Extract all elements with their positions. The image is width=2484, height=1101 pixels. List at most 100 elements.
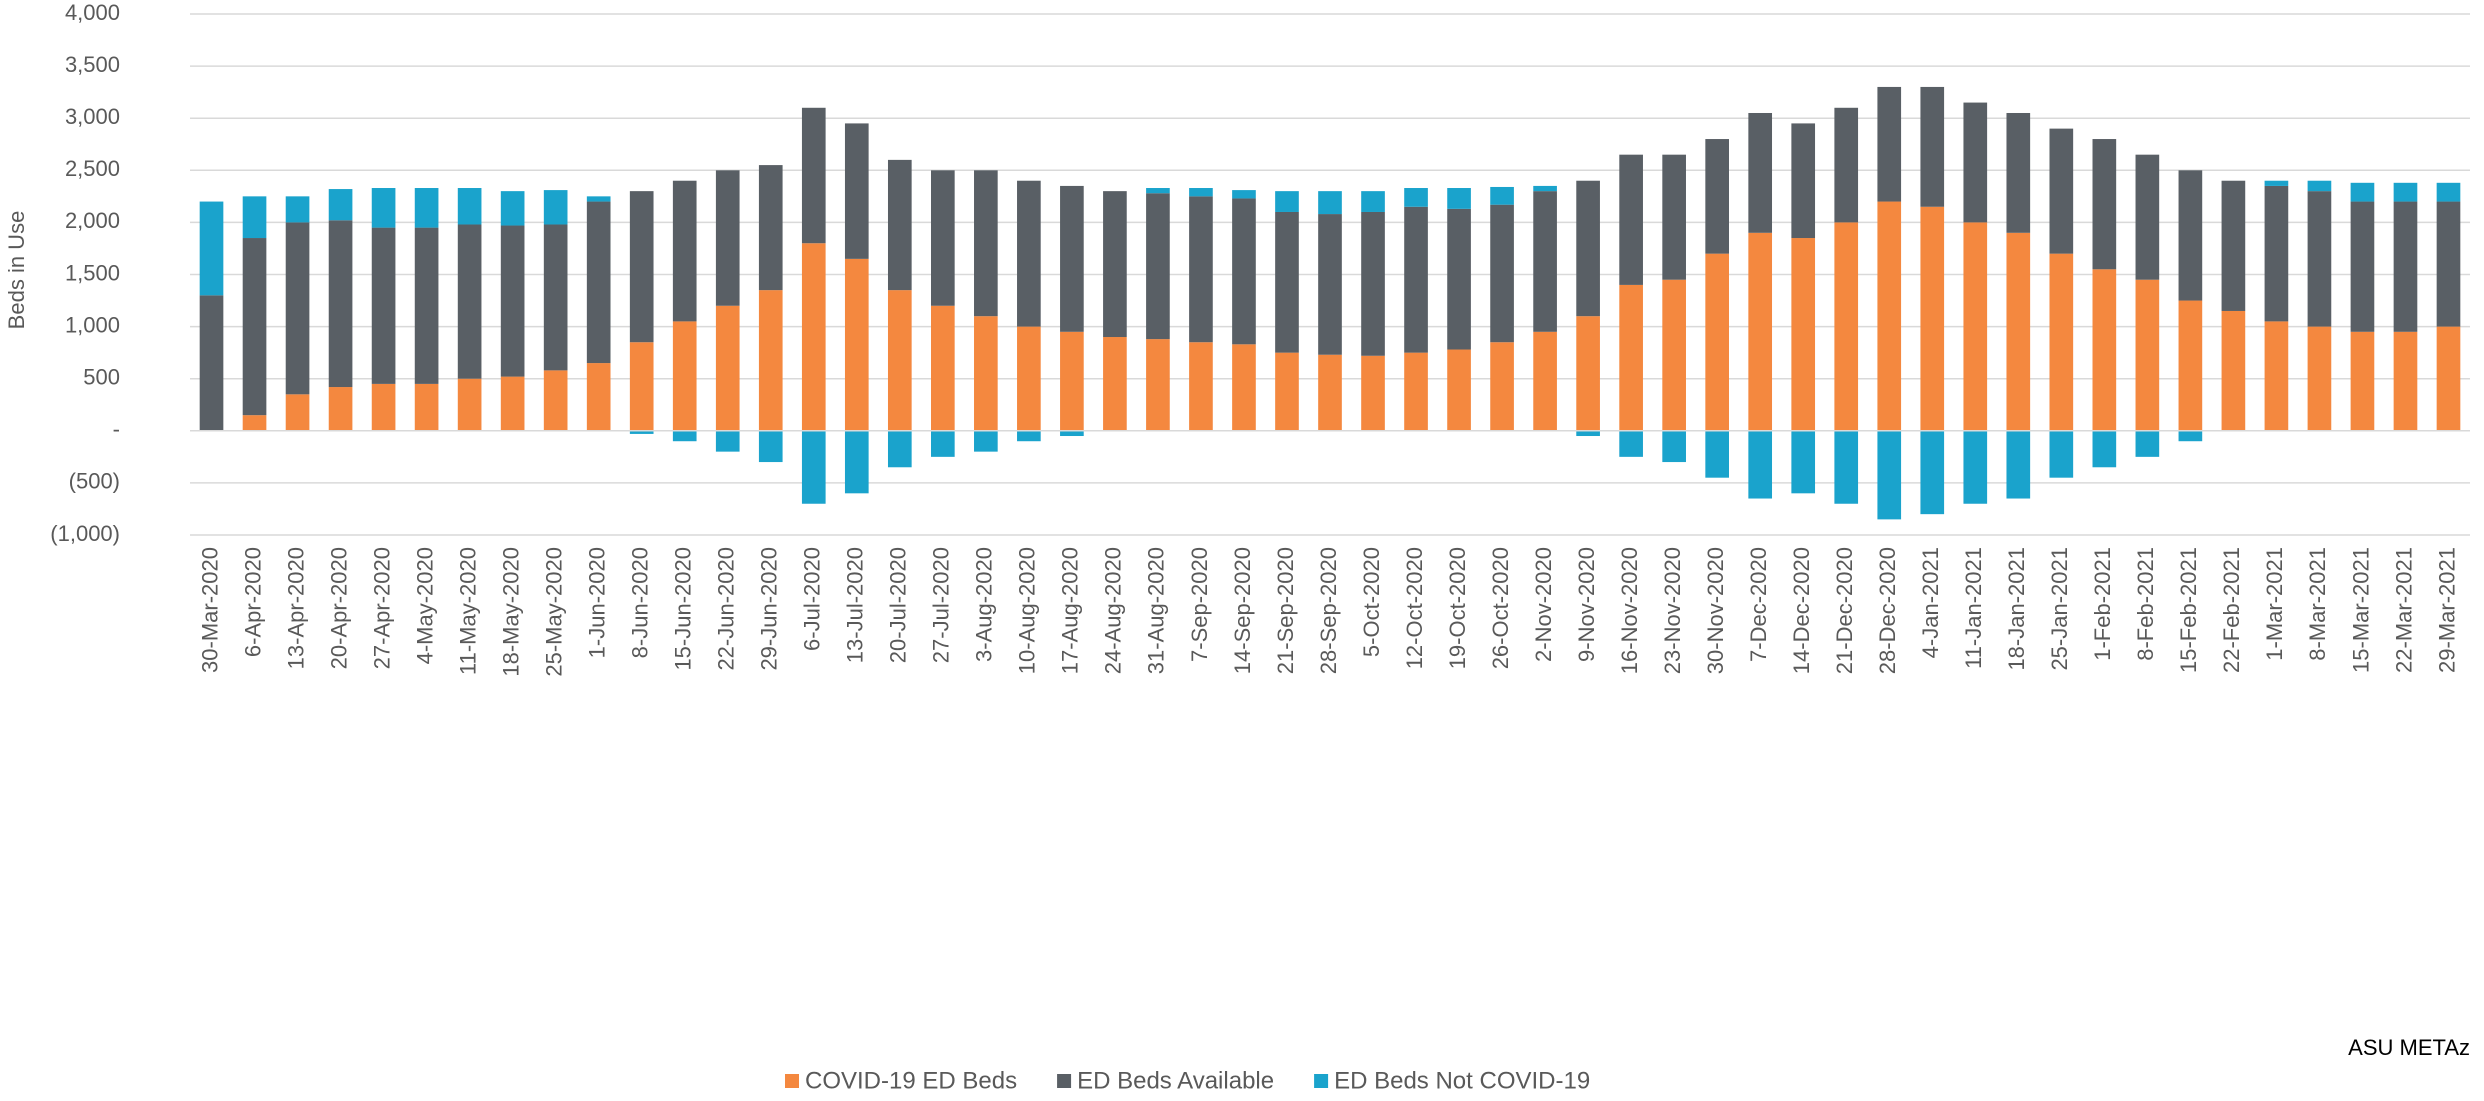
bar-segment: [1533, 191, 1557, 332]
bar-segment: [543, 370, 568, 431]
bar-segment: [1275, 211, 1299, 353]
bar-segment: [758, 430, 783, 463]
bar-segment: [1189, 188, 1213, 197]
x-tick-label: 22-Mar-2021: [2391, 547, 2416, 673]
bar-segment: [2178, 430, 2203, 442]
x-tick-label: 25-Jan-2021: [2047, 547, 2072, 671]
x-tick-label: 28-Dec-2020: [1875, 547, 1900, 674]
bar-segment: [1232, 344, 1256, 431]
bar-segment: [1619, 430, 1643, 457]
bar-segment: [1447, 188, 1471, 209]
bar-segment: [2135, 430, 2160, 457]
bar-segment: [672, 430, 697, 442]
bar-segment: [457, 224, 482, 379]
bar-segment: [1404, 206, 1428, 353]
bar-segment: [1017, 180, 1041, 327]
y-tick-label: -: [113, 417, 120, 442]
x-tick-label: 29-Mar-2021: [2434, 547, 2459, 673]
bar-segment: [1834, 430, 1859, 504]
x-tick-label: 14-Dec-2020: [1789, 547, 1814, 674]
bar-segment: [1146, 193, 1170, 340]
bar-segment: [1662, 279, 1686, 431]
bar-segment: [1490, 186, 1514, 205]
bar-segment: [629, 430, 654, 434]
bar-segment: [2393, 331, 2418, 431]
bar-segment: [1060, 185, 1084, 332]
bar-segment: [1877, 201, 1902, 431]
bar-segment: [285, 222, 310, 395]
x-tick-label: 30-Nov-2020: [1703, 547, 1728, 674]
x-tick-label: 8-Feb-2021: [2133, 547, 2158, 661]
x-tick-label: 27-Jul-2020: [929, 547, 954, 663]
x-tick-label: 1-Feb-2021: [2090, 547, 2115, 661]
annotation: ASU METAz: [2348, 1035, 2470, 1060]
bar-segment: [242, 196, 267, 239]
bar-segment: [1748, 232, 1773, 431]
x-tick-label: 31-Aug-2020: [1144, 547, 1169, 674]
x-tick-label: 24-Aug-2020: [1101, 547, 1126, 674]
bar-segment: [844, 430, 869, 494]
bar-segment: [715, 430, 740, 452]
bar-segment: [2307, 326, 2332, 431]
bar-segment: [1404, 352, 1428, 431]
x-tick-label: 10-Aug-2020: [1015, 547, 1040, 674]
bar-segment: [1619, 284, 1643, 431]
bar-segment: [931, 170, 955, 306]
bar-segment: [500, 225, 525, 377]
bar-segment: [1791, 123, 1816, 239]
bar-segment: [1361, 191, 1385, 212]
x-tick-label: 25-May-2020: [541, 547, 566, 677]
bar-segment: [2006, 430, 2031, 499]
bar-segment: [715, 170, 740, 306]
bar-segment: [1576, 180, 1600, 317]
bar-segment: [586, 196, 611, 202]
x-tick-label: 15-Jun-2020: [671, 547, 696, 671]
bar-segment: [2393, 182, 2418, 202]
x-tick-label: 8-Mar-2021: [2305, 547, 2330, 661]
bar-segment: [2092, 139, 2117, 270]
bar-segment: [2307, 191, 2332, 327]
legend-label: ED Beds Not COVID-19: [1334, 1067, 1590, 1094]
bar-segment: [2221, 180, 2246, 311]
x-tick-label: 16-Nov-2020: [1617, 547, 1642, 674]
bar-segment: [2264, 321, 2289, 431]
bar-segment: [328, 220, 353, 388]
bar-segment: [672, 180, 697, 322]
legend-label: COVID-19 ED Beds: [805, 1067, 1017, 1094]
bar-segment: [2178, 170, 2203, 301]
bar-segment: [1017, 326, 1041, 431]
bar-segment: [1533, 331, 1557, 431]
x-tick-label: 3-Aug-2020: [972, 547, 997, 662]
bar-segment: [242, 238, 267, 416]
x-tick-label: 1-Mar-2021: [2262, 547, 2287, 661]
bar-segment: [285, 196, 310, 223]
bar-segment: [285, 394, 310, 431]
x-tick-label: 1-Jun-2020: [584, 547, 609, 658]
bar-segment: [1103, 191, 1127, 338]
bar-segment: [2264, 185, 2289, 322]
bar-segment: [1447, 349, 1471, 431]
bar-segment: [629, 191, 654, 343]
x-tick-label: 7-Dec-2020: [1746, 547, 1771, 662]
bar-segment: [672, 321, 697, 431]
bar-segment: [543, 224, 568, 371]
bar-segment: [844, 258, 869, 431]
legend-swatch: [785, 1074, 799, 1088]
x-tick-label: 2-Nov-2020: [1531, 547, 1556, 662]
bar-segment: [1189, 196, 1213, 343]
bar-segment: [2092, 430, 2117, 468]
bar-segment: [1275, 191, 1299, 212]
bar-segment: [2178, 300, 2203, 431]
x-tick-label: 13-Jul-2020: [843, 547, 868, 663]
bar-segment: [974, 430, 998, 452]
x-tick-label: 27-Apr-2020: [369, 547, 394, 669]
bar-segment: [328, 189, 353, 221]
bar-segment: [328, 387, 353, 431]
bar-segment: [887, 159, 912, 291]
x-tick-label: 15-Feb-2021: [2176, 547, 2201, 673]
x-tick-label: 18-Jan-2021: [2004, 547, 2029, 671]
x-tick-label: 12-Oct-2020: [1402, 547, 1427, 669]
bar-segment: [414, 227, 439, 384]
bar-segment: [2350, 201, 2375, 332]
